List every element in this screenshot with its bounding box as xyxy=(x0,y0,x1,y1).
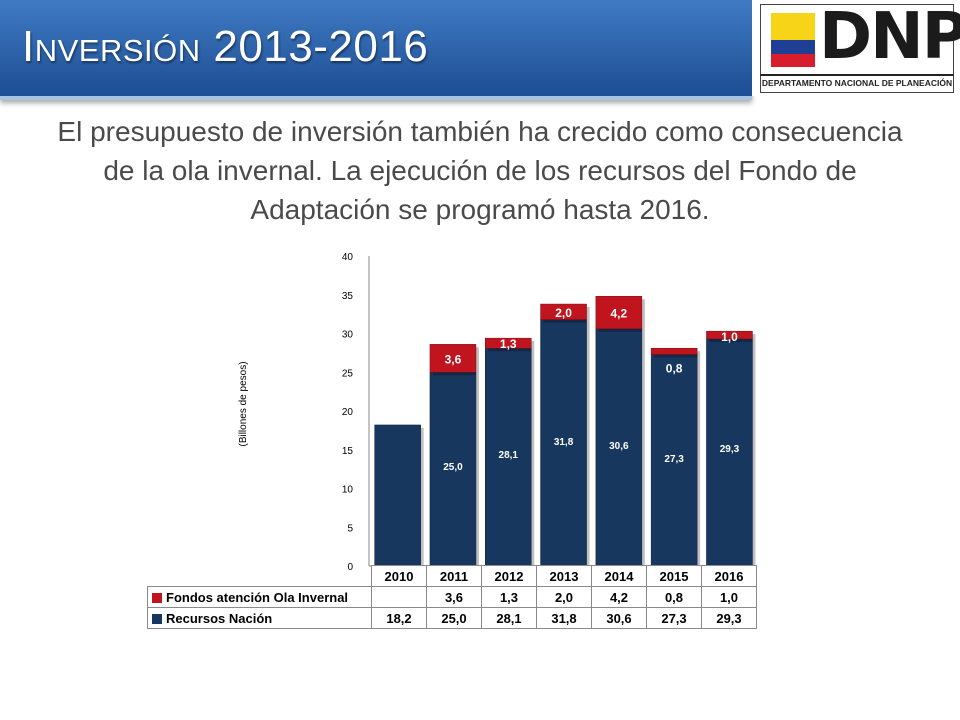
bar-recursos-nacion xyxy=(706,338,753,567)
y-tick-label: 15 xyxy=(342,446,354,457)
data-label-recursos-nacion: 31,8 xyxy=(554,437,574,448)
bar-ola-invernal xyxy=(429,344,477,373)
table-cell: 2,0 xyxy=(536,586,592,608)
y-tick-label: 30 xyxy=(342,330,354,341)
table-cell: 0,8 xyxy=(646,586,702,608)
data-label-recursos-nacion: 30,6 xyxy=(609,441,629,452)
data-label-ola-invernal: 0,8 xyxy=(666,361,683,375)
dnp-logo: DNP DEPARTAMENTO NACIONAL DE PLANEACIÓN xyxy=(752,0,960,96)
data-label-ola-invernal: 1,3 xyxy=(500,337,517,351)
title-bar: Inversión 2013-2016 xyxy=(0,0,752,100)
table-cell: 18,2 xyxy=(371,607,427,629)
legend-label: Recursos Nación xyxy=(166,610,273,626)
table-cell: 4,2 xyxy=(591,586,647,608)
table-year-header: 2015 xyxy=(646,565,702,587)
data-label-recursos-nacion: 27,3 xyxy=(664,454,684,465)
y-tick-label: 5 xyxy=(347,523,353,534)
colombia-flag-icon xyxy=(771,13,815,67)
logo-frame: DNP xyxy=(760,1,960,75)
table-cell: 28,1 xyxy=(481,607,537,629)
bar-recursos-nacion xyxy=(485,347,532,567)
bar-recursos-nacion xyxy=(540,319,587,567)
table-cell: 3,6 xyxy=(426,586,482,608)
legend-label: Fondos atención Ola Invernal xyxy=(166,589,349,605)
table-header-row: 2010 2011 2012 2013 2014 2015 2016 xyxy=(147,565,757,587)
table-cell xyxy=(371,586,427,608)
data-label-recursos-nacion: 25,0 xyxy=(443,462,463,473)
table-year-header: 2014 xyxy=(591,565,647,587)
table-cell: 31,8 xyxy=(536,607,592,629)
bar-ola-invernal xyxy=(650,347,698,355)
table-year-header: 2016 xyxy=(701,565,757,587)
table-corner xyxy=(147,565,372,587)
table-cell: 30,6 xyxy=(591,607,647,629)
slide-subtitle: El presupuesto de inversión también ha c… xyxy=(57,116,903,225)
bar-ola-invernal xyxy=(706,330,753,340)
bar-ola-invernal xyxy=(540,303,587,320)
y-tick-label: 40 xyxy=(342,252,354,263)
data-label-recursos-nacion: 28,1 xyxy=(499,450,519,461)
legend-swatch-icon xyxy=(152,613,162,624)
data-label-ola-invernal: 3,6 xyxy=(445,352,462,366)
y-tick-label: 35 xyxy=(342,291,354,302)
bar-ola-invernal xyxy=(485,337,532,349)
data-label-recursos-nacion: 29,3 xyxy=(720,444,740,455)
y-axis-title: (Billones de pesos) xyxy=(238,361,249,446)
table-year-header: 2012 xyxy=(481,565,537,587)
legend-entry: Fondos atención Ola Invernal xyxy=(147,586,372,608)
table-row: Fondos atención Ola Invernal 3,6 1,3 2,0 4,2… xyxy=(147,586,757,608)
data-label-ola-invernal: 1,0 xyxy=(721,330,738,344)
y-tick-label: 20 xyxy=(342,407,354,418)
table-year-header: 2011 xyxy=(426,565,482,587)
logo-subtitle: DEPARTAMENTO NACIONAL DE PLANEACIÓN xyxy=(760,74,954,93)
legend-entry: Recursos Nación xyxy=(147,607,372,629)
bar-recursos-nacion xyxy=(374,424,421,567)
data-label-ola-invernal: 4,2 xyxy=(611,307,628,321)
bar-recursos-nacion xyxy=(429,372,477,567)
y-tick-label: 10 xyxy=(342,485,354,496)
y-tick-label: 25 xyxy=(342,368,354,379)
legend-swatch-icon xyxy=(152,592,162,603)
table-cell: 29,3 xyxy=(701,607,757,629)
data-label-ola-invernal: 2,0 xyxy=(555,306,572,320)
logo-wordmark: DNP xyxy=(819,0,960,74)
table-year-header: 2013 xyxy=(536,565,592,587)
slide-title: Inversión 2013-2016 xyxy=(22,22,429,71)
bar-recursos-nacion xyxy=(595,328,643,567)
table-cell: 25,0 xyxy=(426,607,482,629)
table-year-header: 2010 xyxy=(371,565,427,587)
table-row: Recursos Nación 18,2 25,0 28,1 31,8 30,6 27,3 2… xyxy=(147,607,757,629)
table-cell: 27,3 xyxy=(646,607,702,629)
data-table: 2010 2011 2012 2013 2014 2015 2016 Fondos atenc… xyxy=(147,565,757,629)
bar-recursos-nacion xyxy=(650,354,698,567)
table-cell: 1,3 xyxy=(481,586,537,608)
bar-ola-invernal xyxy=(595,296,643,330)
table-cell: 1,0 xyxy=(701,586,757,608)
